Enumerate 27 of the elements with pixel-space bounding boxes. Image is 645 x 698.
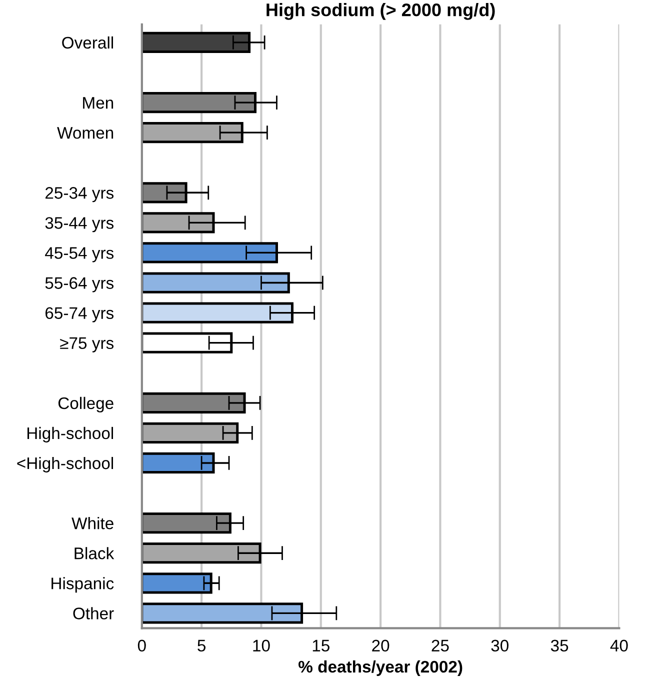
y-tick-label: Other — [73, 607, 114, 620]
y-tick-label: 65-74 yrs — [46, 307, 114, 322]
y-tick-label: Men — [83, 97, 114, 109]
x-tick-label: 15 — [312, 640, 330, 652]
y-tick-label: Overall — [62, 36, 114, 49]
y-tick-label: College — [58, 396, 114, 412]
x-tick-label: 35 — [550, 640, 568, 652]
x-tick-label: 40 — [610, 640, 628, 652]
y-tick-label: 45-54 yrs — [45, 247, 114, 262]
x-tick-label: 20 — [372, 640, 390, 652]
x-tick-label: 30 — [491, 640, 508, 652]
x-tick-label: 25 — [432, 640, 449, 652]
x-tick-label: 5 — [198, 640, 206, 652]
y-tick-label: 55-64 yrs — [45, 277, 114, 292]
y-tick-label: Women — [57, 127, 114, 139]
y-tick-label: Black — [74, 547, 114, 560]
x-tick-label: 0 — [138, 640, 146, 652]
y-tick-label: 35-44 yrs — [45, 217, 114, 232]
y-tick-label: <High-school — [17, 456, 114, 472]
y-tick-label: ≥75 yrs — [60, 337, 114, 352]
y-tick-label: Hispanic — [52, 577, 114, 593]
y-tick-label: High-school — [27, 426, 114, 442]
y-tick-label: 25-34 yrs — [45, 187, 114, 202]
x-tick-label: 10 — [253, 640, 270, 652]
chart-title: High sodium (> 2000 mg/d) — [266, 3, 495, 20]
y-tick-label: White — [72, 517, 114, 530]
x-axis-title: % deaths/year (2002) — [298, 660, 462, 676]
